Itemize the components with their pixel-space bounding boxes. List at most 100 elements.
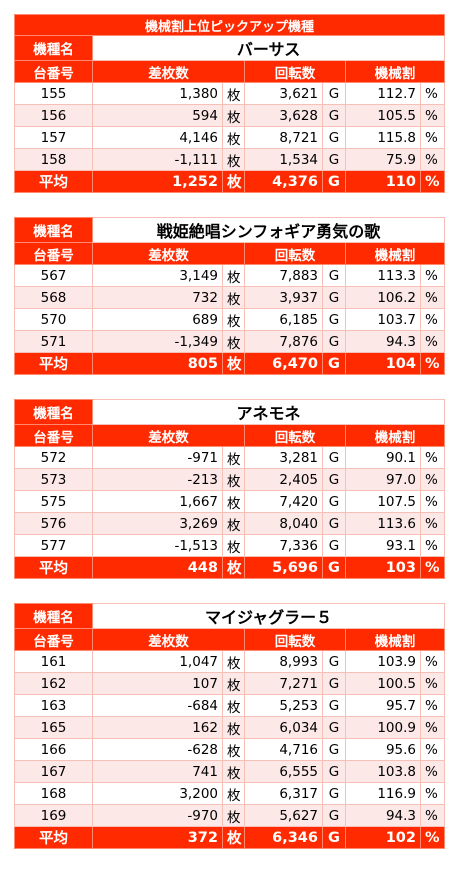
average-cell: G [322,170,346,193]
cell: 5,253 [244,694,323,717]
header-row: 台番号 差枚数 回転数 機械割 [14,424,446,447]
cell: 161 [14,650,93,673]
cell: -1,513 [92,534,223,557]
cell: 枚 [222,264,245,287]
average-cell: 平均 [14,826,93,849]
average-cell: % [419,170,446,193]
cell: 枚 [222,716,245,739]
cell: 100.9 [345,716,421,739]
data-row: 165 162 枚 6,034 G 100.9% [14,716,446,739]
cell: 94.3 [345,804,421,827]
cell: 8,993 [244,650,323,673]
data-row: 161 1,047 枚 8,993 G 103.9% [14,650,446,673]
cell: 枚 [222,148,245,171]
title-row: 機械割上位ピックアップ機種 [13,14,446,36]
name-row: 機種名 戦姫絶唱シンフォギア勇気の歌 [14,217,446,243]
cell: 106.2 [345,286,421,309]
average-cell: 448 [92,556,223,579]
cell: 105.5 [345,104,421,127]
cell: 95.7 [345,694,421,717]
cell: 3,149 [92,264,223,287]
cell: 3,281 [244,446,323,469]
cell: 枚 [222,286,245,309]
average-cell: 6,470 [244,352,323,375]
cell: 162 [14,672,93,695]
cell: 115.8 [345,126,421,149]
cell: 枚 [222,782,245,805]
cell: 741 [92,760,223,783]
cell: % [419,650,446,673]
average-row: 平均 448 枚 5,696 G 103% [14,556,446,579]
machine-table: 機種名 アネモネ 台番号 差枚数 回転数 機械割 572 -971 枚 3,281 G 90.1% 57… [14,399,446,579]
data-row: 575 1,667 枚 7,420 G 107.5% [14,490,446,513]
cell: 567 [14,264,93,287]
cell: % [419,126,446,149]
cell: 枚 [222,804,245,827]
machine-name: アネモネ [91,399,446,425]
cell: 113.6 [345,512,421,535]
cell: 103.9 [345,650,421,673]
average-cell: % [419,556,446,579]
cell: G [322,694,346,717]
cell: G [322,308,346,331]
data-row: 166 -628 枚 4,716 G 95.6% [14,738,446,761]
cell: 168 [14,782,93,805]
cell: G [322,148,346,171]
cell: 163 [14,694,93,717]
cell: 枚 [222,82,245,105]
cell: 157 [14,126,93,149]
column-header: 台番号 [14,628,93,651]
cell: 112.7 [345,82,421,105]
cell: 689 [92,308,223,331]
cell: G [322,534,346,557]
cell: 95.6 [345,738,421,761]
cell: 3,621 [244,82,323,105]
cell: 570 [14,308,93,331]
cell: 5,627 [244,804,323,827]
cell: G [322,512,346,535]
data-row: 576 3,269 枚 8,040 G 113.6% [14,512,446,535]
cell: 枚 [222,650,245,673]
machine-table: 機種名 戦姫絶唱シンフォギア勇気の歌 台番号 差枚数 回転数 機械割 567 3,149 枚 7,… [14,217,446,375]
cell: G [322,286,346,309]
cell: 枚 [222,490,245,513]
cell: G [322,490,346,513]
cell: G [322,716,346,739]
average-cell: 102 [345,826,421,849]
cell: -684 [92,694,223,717]
header-row: 台番号 差枚数 回転数 機械割 [14,242,446,265]
cell: 100.5 [345,672,421,695]
header-row: 台番号 差枚数 回転数 機械割 [14,60,446,83]
column-header: 回転数 [244,60,346,83]
column-header: 差枚数 [92,424,245,447]
cell: 169 [14,804,93,827]
cell: % [419,286,446,309]
cell: % [419,468,446,491]
cell: 571 [14,330,93,353]
name-row: 機種名 バーサス [14,35,446,61]
cell: 枚 [222,534,245,557]
cell: 3,937 [244,286,323,309]
data-row: 567 3,149 枚 7,883 G 113.3% [14,264,446,287]
column-header: 機械割 [344,628,446,651]
cell: % [419,694,446,717]
cell: 6,034 [244,716,323,739]
cell: 6,555 [244,760,323,783]
cell: 7,883 [244,264,323,287]
data-row: 158 -1,111 枚 1,534 G 75.9% [14,148,446,171]
data-row: 168 3,200 枚 6,317 G 116.9% [14,782,446,805]
cell: -213 [92,468,223,491]
cell: 93.1 [345,534,421,557]
data-row: 572 -971 枚 3,281 G 90.1% [14,446,446,469]
average-cell: 104 [345,352,421,375]
average-row: 平均 805 枚 6,470 G 104% [14,352,446,375]
cell: 103.8 [345,760,421,783]
cell: G [322,330,346,353]
cell: -971 [92,446,223,469]
cell: 枚 [222,126,245,149]
cell: 162 [92,716,223,739]
cell: 枚 [222,104,245,127]
column-header: 回転数 [244,242,346,265]
average-cell: 4,376 [244,170,323,193]
cell: 1,667 [92,490,223,513]
